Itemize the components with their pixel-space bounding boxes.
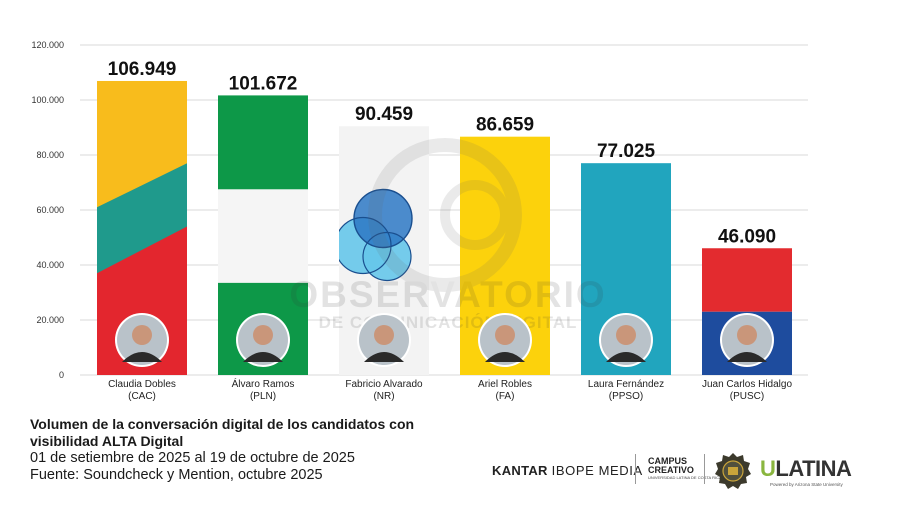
category-label: (NR) bbox=[373, 391, 394, 402]
category-label: Juan Carlos Hidalgo bbox=[702, 379, 792, 390]
value-label: 106.949 bbox=[108, 59, 177, 80]
sponsor-logos: KANTAR IBOPE MEDIA CAMPUS CREATIVO UNIVE… bbox=[492, 452, 872, 492]
party-emblem bbox=[339, 188, 413, 282]
watermark-line2: DE COMUNICACIÓN DIGITAL bbox=[319, 313, 578, 332]
logo-divider bbox=[704, 454, 705, 484]
caption-date-range: 01 de setiembre de 2025 al 19 de octubre… bbox=[30, 450, 355, 466]
campus-line1: CAMPUS bbox=[648, 456, 688, 466]
category-label: (PPSO) bbox=[609, 391, 643, 402]
ibope-media-text: IBOPE MEDIA bbox=[551, 463, 643, 478]
avatars bbox=[115, 313, 774, 367]
y-tick-label: 80.000 bbox=[36, 150, 64, 160]
ulatina-logo: ULATINA Powered by Arizona State Univers… bbox=[760, 456, 852, 487]
watermark: OBSERVATORIO DE COMUNICACIÓN DIGITAL bbox=[289, 138, 606, 332]
value-label: 101.672 bbox=[229, 73, 298, 94]
category-label: Claudia Dobles bbox=[108, 379, 176, 390]
campus-sub: UNIVERSIDAD LATINA DE COSTA RICA bbox=[648, 475, 722, 480]
y-tick-label: 100.000 bbox=[31, 95, 64, 105]
candidate-avatar bbox=[599, 313, 653, 367]
category-label: (FA) bbox=[496, 391, 515, 402]
category-label: (CAC) bbox=[128, 391, 156, 402]
watermark-line1: OBSERVATORIO bbox=[289, 274, 606, 315]
y-tick-label: 20.000 bbox=[36, 315, 64, 325]
chart-caption: Volumen de la conversación digital de lo… bbox=[30, 416, 450, 484]
kantar-text: KANTAR bbox=[492, 463, 548, 478]
category-label: (PLN) bbox=[250, 391, 276, 402]
candidate-avatar bbox=[115, 313, 169, 367]
y-tick-label: 40.000 bbox=[36, 260, 64, 270]
candidate-avatar bbox=[478, 313, 532, 367]
grid bbox=[80, 44, 808, 376]
caption-title-line1: Volumen de la conversación digital de lo… bbox=[30, 416, 415, 432]
campus-creativo-logo: CAMPUS CREATIVO UNIVERSIDAD LATINA DE CO… bbox=[648, 457, 722, 481]
candidate-avatar bbox=[236, 313, 290, 367]
bar-chart: 020.00040.00060.00080.000100.000120.000 … bbox=[31, 40, 808, 402]
ulatina-seal-icon bbox=[715, 453, 751, 489]
value-labels: 106.949 101.672 90.459 86.659 77.025 46.090 bbox=[108, 59, 776, 247]
category-label: Fabricio Alvarado bbox=[345, 379, 423, 390]
y-tick-label: 60.000 bbox=[36, 205, 64, 215]
y-tick-label: 120.000 bbox=[31, 40, 64, 50]
caption-source: Fuente: Soundcheck y Mention, octubre 20… bbox=[30, 467, 323, 483]
candidate-avatar bbox=[357, 313, 411, 367]
category-labels: Claudia Dobles(CAC) Álvaro Ramos(PLN) Fabr… bbox=[108, 377, 792, 402]
category-label: Laura Fernández bbox=[588, 379, 664, 390]
campus-line2: CREATIVO bbox=[648, 465, 694, 475]
value-label: 77.025 bbox=[597, 141, 656, 162]
caption-title-line2: visibilidad ALTA Digital bbox=[30, 433, 184, 449]
category-label: Álvaro Ramos bbox=[232, 377, 295, 390]
logo-divider bbox=[635, 454, 636, 484]
category-label: Ariel Robles bbox=[478, 379, 532, 390]
value-label: 86.659 bbox=[476, 115, 534, 136]
y-axis: 0 20.000 40.000 60.000 80.000 100.000 120.000 bbox=[31, 40, 64, 380]
ulatina-u: U bbox=[760, 456, 776, 481]
value-label: 90.459 bbox=[355, 104, 413, 125]
kantar-ibope-logo: KANTAR IBOPE MEDIA bbox=[492, 463, 643, 478]
value-label: 46.090 bbox=[718, 226, 776, 247]
y-tick-label: 0 bbox=[59, 370, 64, 380]
ulatina-sub: Powered by Arizona State University bbox=[770, 482, 843, 487]
ulatina-text: LATINA bbox=[775, 456, 852, 481]
bar bbox=[218, 95, 308, 375]
candidate-avatar bbox=[720, 313, 774, 367]
category-label: (PUSC) bbox=[730, 391, 764, 402]
